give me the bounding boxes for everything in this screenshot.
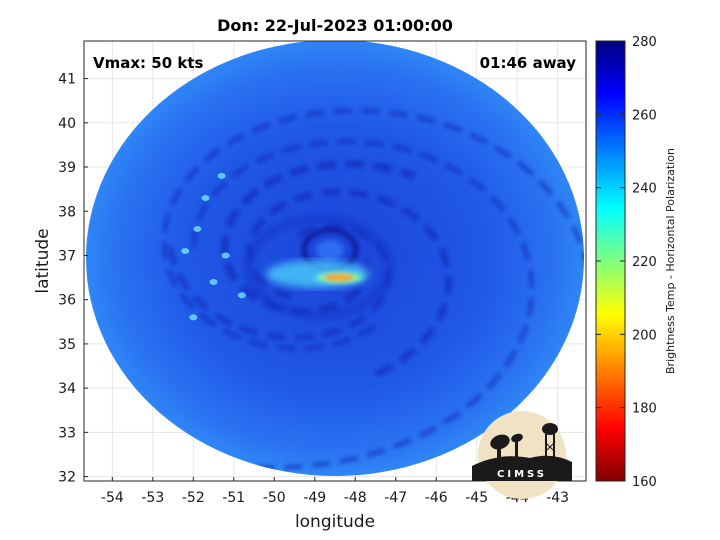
y-tick-label: 41 — [58, 72, 76, 88]
inner-band — [243, 214, 394, 321]
plot-frame — [83, 40, 587, 482]
y-tick-label: 32 — [58, 470, 76, 486]
colorbar-ticks: 160 180 200 220 240 260 280 — [596, 35, 657, 490]
x-tick-label: -51 — [222, 490, 245, 506]
x-axis-ticks: -54-53-52-51-50-49-48-47-46-45-44-43 — [101, 477, 569, 506]
spiral-bands — [86, 108, 584, 470]
x-tick-label: -45 — [465, 490, 488, 506]
y-tick-label: 34 — [58, 381, 76, 397]
cimss-logo-text: CIMSS — [497, 469, 547, 480]
convective-cell — [221, 252, 230, 259]
x-tick-label: -47 — [384, 490, 407, 506]
rain-band — [246, 188, 452, 378]
convective-cell — [193, 225, 202, 232]
colorbar-label: Brightness Temp - Horizontal Polarizatio… — [664, 148, 677, 374]
y-axis-ticks: 32 33 34 35 36 37 38 39 40 41 — [58, 72, 88, 486]
x-tick-label: -52 — [182, 490, 205, 506]
convective-cell — [181, 248, 190, 255]
x-axis-label: longitude — [295, 512, 375, 532]
colorbar-tick-label: 280 — [632, 35, 657, 50]
x-tick-label: -48 — [344, 490, 367, 506]
y-tick-label: 33 — [58, 425, 76, 441]
convective-cell — [217, 172, 226, 179]
x-tick-label: -49 — [303, 490, 326, 506]
y-axis-label: latitude — [33, 228, 53, 293]
y-tick-label: 40 — [58, 116, 76, 132]
x-tick-label: -50 — [263, 490, 286, 506]
x-tick-label: -53 — [141, 490, 164, 506]
rain-band — [167, 223, 392, 341]
convective-cell — [209, 279, 218, 286]
x-tick-label: -46 — [425, 490, 448, 506]
y-tick-label: 37 — [58, 248, 76, 264]
colorbar-tick-label: 220 — [632, 255, 657, 270]
colorbar-tick-label: 260 — [632, 108, 657, 123]
chart-title: Don: 22-Jul-2023 01:00:00 — [217, 16, 453, 35]
y-tick-label: 36 — [58, 293, 76, 309]
y-tick-label: 39 — [58, 160, 76, 176]
eye-inner — [316, 240, 344, 260]
rain-band — [86, 139, 534, 470]
colorbar-tick-label: 240 — [632, 182, 657, 197]
convective-cell — [201, 194, 210, 201]
vmax-annotation: Vmax: 50 kts — [93, 54, 203, 72]
cimss-logo: CIMSS — [472, 411, 572, 499]
colorbar-tick-label: 200 — [632, 328, 657, 343]
colorbar-tick-label: 160 — [632, 475, 657, 490]
colorbar-tick-label: 180 — [632, 402, 657, 417]
rain-band — [221, 160, 416, 315]
y-tick-label: 38 — [58, 204, 76, 220]
x-tick-label: -54 — [101, 490, 124, 506]
y-tick-label: 35 — [58, 337, 76, 353]
warm-core — [311, 270, 368, 285]
convective-cell — [189, 314, 198, 321]
convective-cell — [237, 292, 246, 299]
x-tick-label: -43 — [546, 490, 569, 506]
time-away-annotation: 01:46 away — [480, 54, 577, 72]
microwave-swath — [86, 41, 584, 476]
rain-band — [162, 108, 584, 351]
